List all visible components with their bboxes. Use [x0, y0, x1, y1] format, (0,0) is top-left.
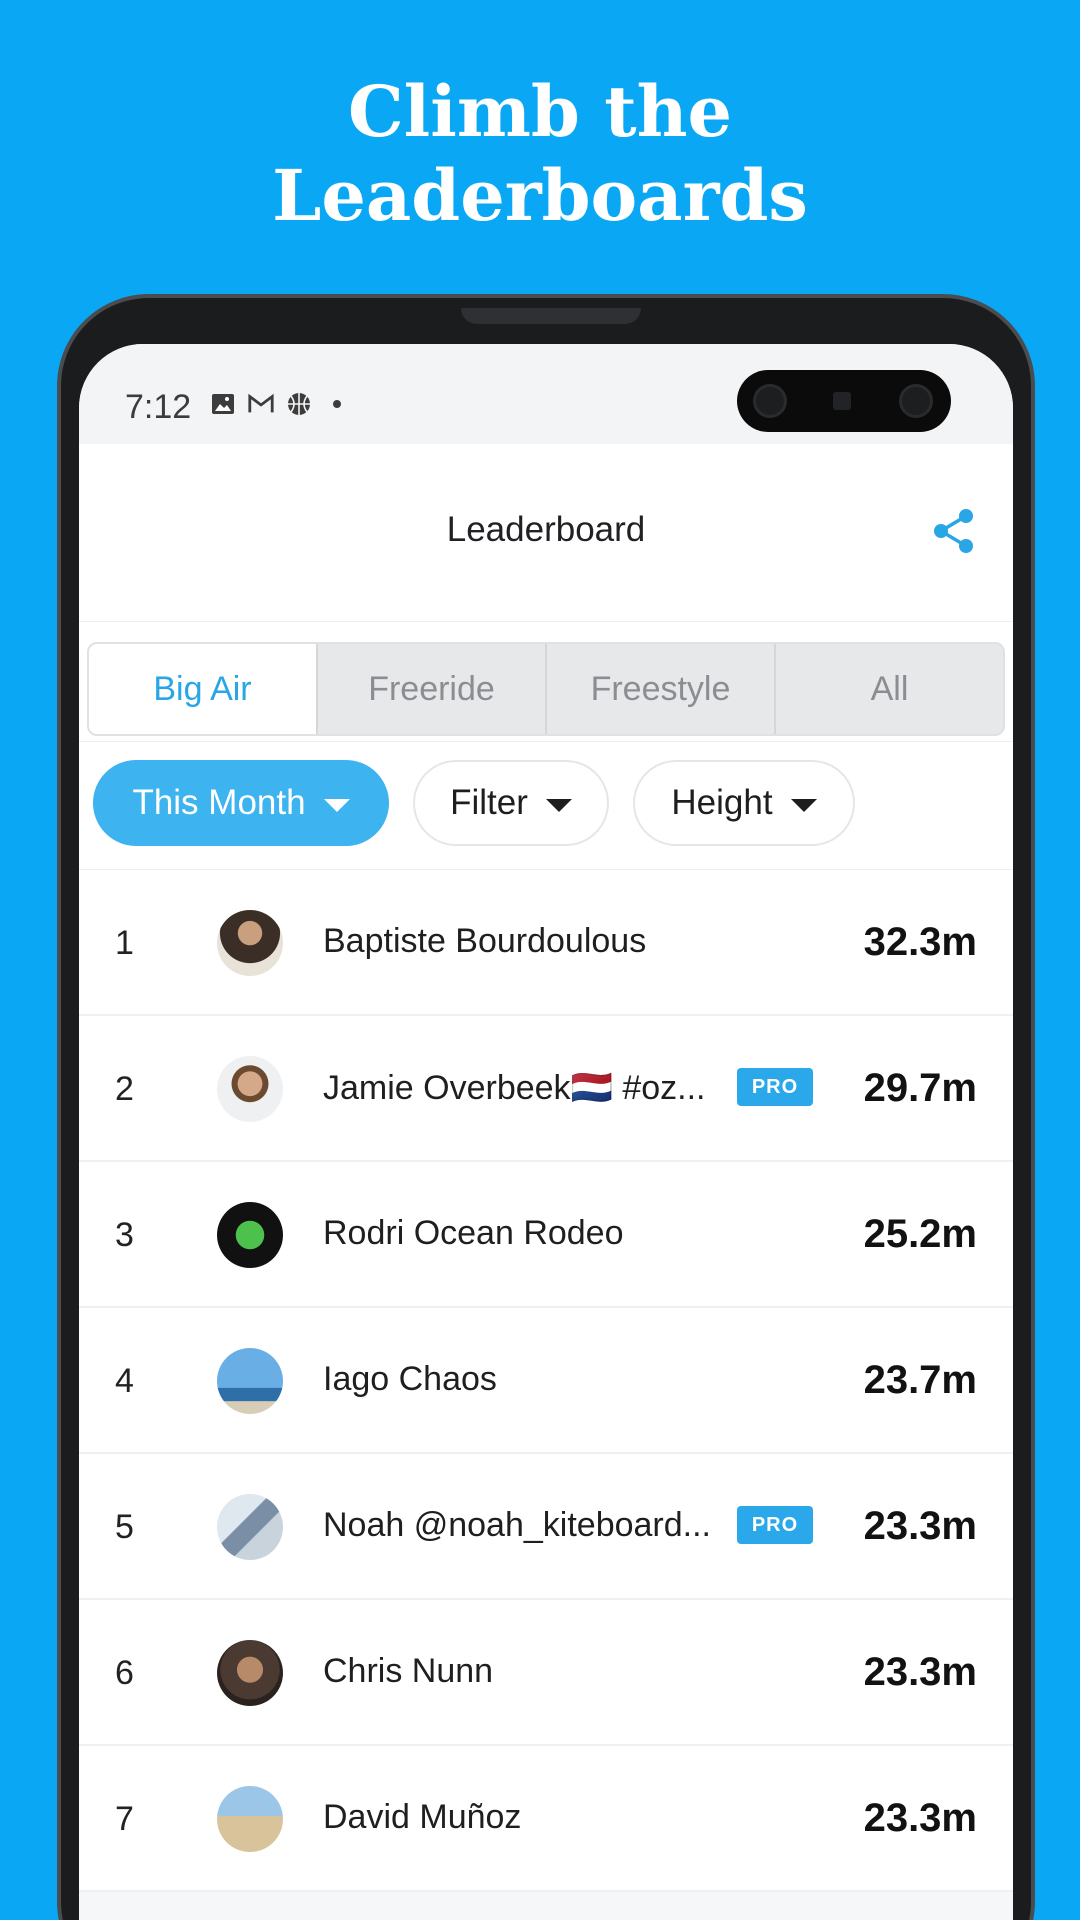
period-label: This Month: [132, 783, 306, 822]
app-bar: Leaderboard: [79, 444, 1013, 622]
caret-down-icon: [790, 798, 817, 812]
rank: 2: [115, 1070, 134, 1108]
rank: 6: [115, 1654, 134, 1692]
leaderboard-row[interactable]: 3 Rodri Ocean Rodeo 25.2m: [79, 1162, 1013, 1308]
athlete-name[interactable]: Chris Nunn: [323, 1652, 494, 1690]
athlete-name[interactable]: Baptiste Bourdoulous: [323, 922, 647, 960]
headline-line-1: Climb the: [347, 70, 733, 153]
score: 23.7m: [863, 1358, 977, 1402]
image-icon: [209, 390, 237, 418]
avatar[interactable]: [217, 1202, 283, 1268]
phone-screen: 7:12 Leaderb: [79, 344, 1013, 1920]
filter-dropdown[interactable]: Filter: [413, 760, 609, 846]
filter-bar: This Month Filter Height: [79, 742, 1013, 870]
avatar[interactable]: [217, 910, 283, 976]
athlete-name[interactable]: Jamie Overbeek🇳🇱 #oz...: [323, 1069, 706, 1107]
promo-headline: Climb the Leaderboards: [0, 70, 1080, 238]
page-title: Leaderboard: [446, 510, 646, 549]
tab-big-air[interactable]: Big Air: [89, 644, 316, 734]
status-bar: 7:12: [79, 344, 1013, 444]
tab-all[interactable]: All: [774, 644, 1003, 734]
avatar[interactable]: [217, 1056, 283, 1122]
gmail-icon: [247, 390, 275, 418]
score: 32.3m: [863, 920, 977, 964]
category-tabs-container: Big Air Freeride Freestyle All: [79, 622, 1013, 742]
leaderboard-row[interactable]: 4 Iago Chaos 23.7m: [79, 1308, 1013, 1454]
phone-frame: 7:12 Leaderb: [57, 294, 1035, 1920]
metric-dropdown[interactable]: Height: [633, 760, 855, 846]
camera-lens-icon: [753, 384, 787, 418]
pro-badge: PRO: [737, 1506, 813, 1544]
leaderboard-row[interactable]: 6 Chris Nunn 23.3m: [79, 1600, 1013, 1746]
leaderboard-row[interactable]: 1 Baptiste Bourdoulous 32.3m: [79, 870, 1013, 1016]
pro-badge: PRO: [737, 1068, 813, 1106]
rank: 1: [115, 924, 134, 962]
camera-cutout: [737, 370, 951, 432]
athlete-name[interactable]: Iago Chaos: [323, 1360, 497, 1398]
score: 23.3m: [863, 1796, 977, 1840]
athlete-name[interactable]: Noah @noah_kiteboard...: [323, 1506, 711, 1544]
category-tabs: Big Air Freeride Freestyle All: [87, 642, 1005, 736]
rank: 7: [115, 1800, 134, 1838]
avatar[interactable]: [217, 1348, 283, 1414]
avatar[interactable]: [217, 1494, 283, 1560]
rank: 4: [115, 1362, 134, 1400]
leaderboard-row[interactable]: 7 David Muñoz 23.3m: [79, 1746, 1013, 1892]
avatar[interactable]: [217, 1786, 283, 1852]
tab-freeride[interactable]: Freeride: [316, 644, 545, 734]
athlete-name[interactable]: Rodri Ocean Rodeo: [323, 1214, 624, 1252]
avatar[interactable]: [217, 1640, 283, 1706]
filter-label: Filter: [450, 783, 528, 822]
earpiece-speaker: [461, 308, 641, 324]
leaderboard-row[interactable]: 5 Noah @noah_kiteboard... PRO 23.3m: [79, 1454, 1013, 1600]
leaderboard-list: 1 Baptiste Bourdoulous 32.3m 2 Jamie Ove…: [79, 870, 1013, 1892]
period-dropdown[interactable]: This Month: [93, 760, 389, 846]
status-icons: [209, 390, 351, 418]
score: 29.7m: [863, 1066, 977, 1110]
share-icon[interactable]: [929, 506, 979, 556]
sensor-icon: [833, 392, 851, 410]
caret-down-icon: [545, 798, 572, 812]
status-time: 7:12: [125, 388, 192, 426]
score: 23.3m: [863, 1504, 977, 1548]
basketball-icon: [285, 390, 313, 418]
dot-icon: [323, 390, 351, 418]
headline-line-2: Leaderboards: [272, 154, 808, 237]
leaderboard-row[interactable]: 2 Jamie Overbeek🇳🇱 #oz... PRO 29.7m: [79, 1016, 1013, 1162]
athlete-name[interactable]: David Muñoz: [323, 1798, 522, 1836]
score: 23.3m: [863, 1650, 977, 1694]
caret-down-icon: [323, 798, 350, 812]
camera-lens-icon: [899, 384, 933, 418]
rank: 5: [115, 1508, 134, 1546]
rank: 3: [115, 1216, 134, 1254]
metric-label: Height: [671, 783, 773, 822]
score: 25.2m: [863, 1212, 977, 1256]
tab-freestyle[interactable]: Freestyle: [545, 644, 774, 734]
